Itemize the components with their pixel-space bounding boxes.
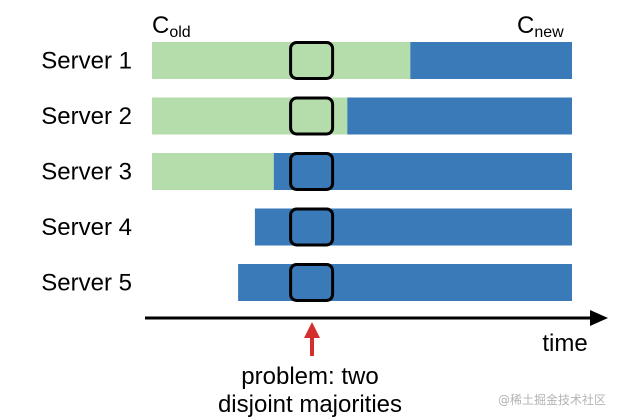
new-config-bar [347,97,572,135]
server-row: Server 5 [41,263,572,302]
server-label: Server 5 [41,270,132,297]
disjoint-window-box [289,96,335,136]
time-axis-label: time [542,330,587,357]
problem-pointer-shaft [310,336,314,356]
server-row: Server 1 [41,41,572,80]
watermark: @稀土掘金技术社区 [498,392,606,407]
server-label: Server 1 [41,48,132,75]
config-new-label: Cnew [517,12,564,41]
new-config-bar [273,153,572,190]
new-config-bar [254,208,572,246]
problem-pointer-arrowhead [304,322,320,338]
caption-line-1: problem: two [241,363,378,390]
server-row: Server 3 [41,152,572,191]
disjoint-window-box [289,263,335,302]
config-old-letter: C [152,12,169,39]
config-old-subscript: old [169,24,190,41]
disjoint-window-box [289,152,335,191]
config-new-subscript: new [534,24,564,41]
server-rows: Server 1 Server 2 Server 3 Server 4 Server 5 [41,41,572,302]
server-label: Server 2 [41,103,132,130]
old-config-bar [152,42,411,79]
old-config-bar [152,153,274,190]
old-config-bar [152,97,348,135]
config-old-label: Cold [152,12,191,41]
config-new-letter: C [517,12,534,39]
server-label: Server 3 [41,159,132,186]
server-row: Server 2 [41,96,572,136]
disjoint-window-box [289,41,335,80]
new-config-bar [410,42,572,79]
caption-line-2: disjoint majorities [218,391,402,418]
new-config-bar [238,264,572,301]
time-axis-arrowhead [590,310,608,326]
server-row: Server 4 [41,207,572,247]
disjoint-window-box [289,207,335,247]
server-label: Server 4 [41,214,132,241]
